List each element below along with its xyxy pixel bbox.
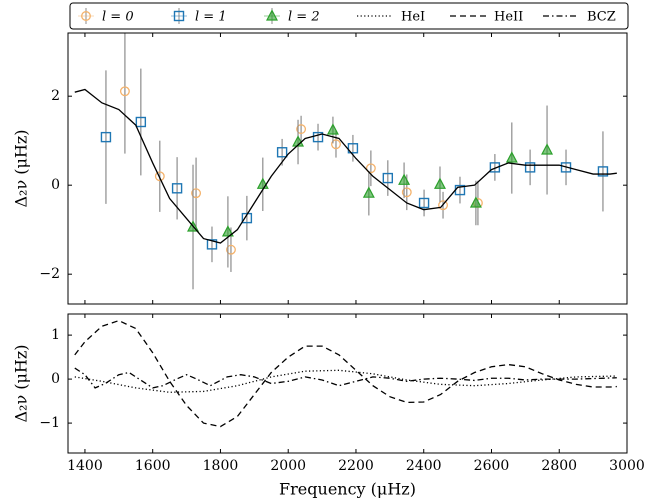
marker xyxy=(524,162,536,173)
y-tick-label: −2 xyxy=(39,266,60,282)
x-tick-label: 2600 xyxy=(474,458,510,474)
x-tick-label: 3000 xyxy=(609,458,645,474)
y-tick-label: 2 xyxy=(51,88,60,104)
marker xyxy=(401,187,412,198)
marker xyxy=(191,188,202,199)
marker xyxy=(469,196,482,208)
marker xyxy=(119,86,130,97)
panel: 1400 1600 1800 2000 2200 2400 2600 2800 3000 −1 0 1… xyxy=(12,313,645,499)
marker xyxy=(292,135,305,147)
marker xyxy=(206,239,218,250)
x-tick-label: 2200 xyxy=(338,458,374,474)
marker xyxy=(382,172,394,184)
plot-area xyxy=(74,319,617,428)
marker xyxy=(296,124,307,135)
marker xyxy=(154,171,165,182)
x-axis-label: Frequency (μHz) xyxy=(279,480,416,499)
line xyxy=(74,367,617,389)
line xyxy=(74,369,617,393)
marker xyxy=(276,147,288,158)
marker xyxy=(312,131,324,143)
legend-label: l = 0 xyxy=(102,10,134,25)
marker xyxy=(398,173,411,185)
marker xyxy=(418,197,430,209)
x-tick-label: 1400 xyxy=(67,458,103,474)
x-tick-label: 2000 xyxy=(270,458,306,474)
marker xyxy=(266,9,278,21)
marker xyxy=(221,225,234,237)
marker xyxy=(433,177,446,189)
axes-frame xyxy=(67,313,628,454)
plot-area xyxy=(74,33,617,290)
marker xyxy=(365,163,376,174)
legend-label: l = 1 xyxy=(195,10,227,25)
marker xyxy=(326,123,339,135)
y-tick-label: 0 xyxy=(51,371,60,387)
marker xyxy=(171,183,183,194)
marker xyxy=(489,162,501,173)
x-tick-label: 2800 xyxy=(541,458,577,474)
marker xyxy=(100,131,112,143)
y-tick-label: −1 xyxy=(39,415,60,431)
marker xyxy=(597,166,609,177)
y-axis-label: Δ₂ν (μHz) xyxy=(12,344,31,422)
legend-label: HeI xyxy=(401,10,425,25)
x-tick-label: 2400 xyxy=(406,458,442,474)
marker xyxy=(81,11,91,21)
marker xyxy=(226,244,236,255)
y-tick-label: 0 xyxy=(51,177,60,193)
y-axis-label: Δ₂ν (μHz) xyxy=(12,129,31,207)
marker xyxy=(560,162,572,173)
marker xyxy=(505,151,518,163)
line xyxy=(74,88,617,244)
legend-frame xyxy=(69,2,629,30)
marker xyxy=(541,143,554,155)
x-tick-label: 1800 xyxy=(203,458,239,474)
legend-label: l = 2 xyxy=(288,10,320,25)
marker xyxy=(331,139,341,150)
y-tick-label: 1 xyxy=(51,327,60,343)
marker xyxy=(135,116,147,128)
panel: −2 0 2 Δ₂ν (μHz) xyxy=(12,32,628,305)
marker xyxy=(347,143,359,154)
legend: l = 0 l = 1 l = 2 HeI HeII BCZ xyxy=(69,2,629,30)
marker xyxy=(362,186,375,198)
marker xyxy=(173,10,185,22)
legend-label: HeII xyxy=(494,10,523,25)
legend-label: BCZ xyxy=(587,10,616,25)
x-tick-label: 1600 xyxy=(135,458,171,474)
line xyxy=(74,319,617,428)
axes-frame xyxy=(67,32,628,305)
marker xyxy=(438,200,448,211)
